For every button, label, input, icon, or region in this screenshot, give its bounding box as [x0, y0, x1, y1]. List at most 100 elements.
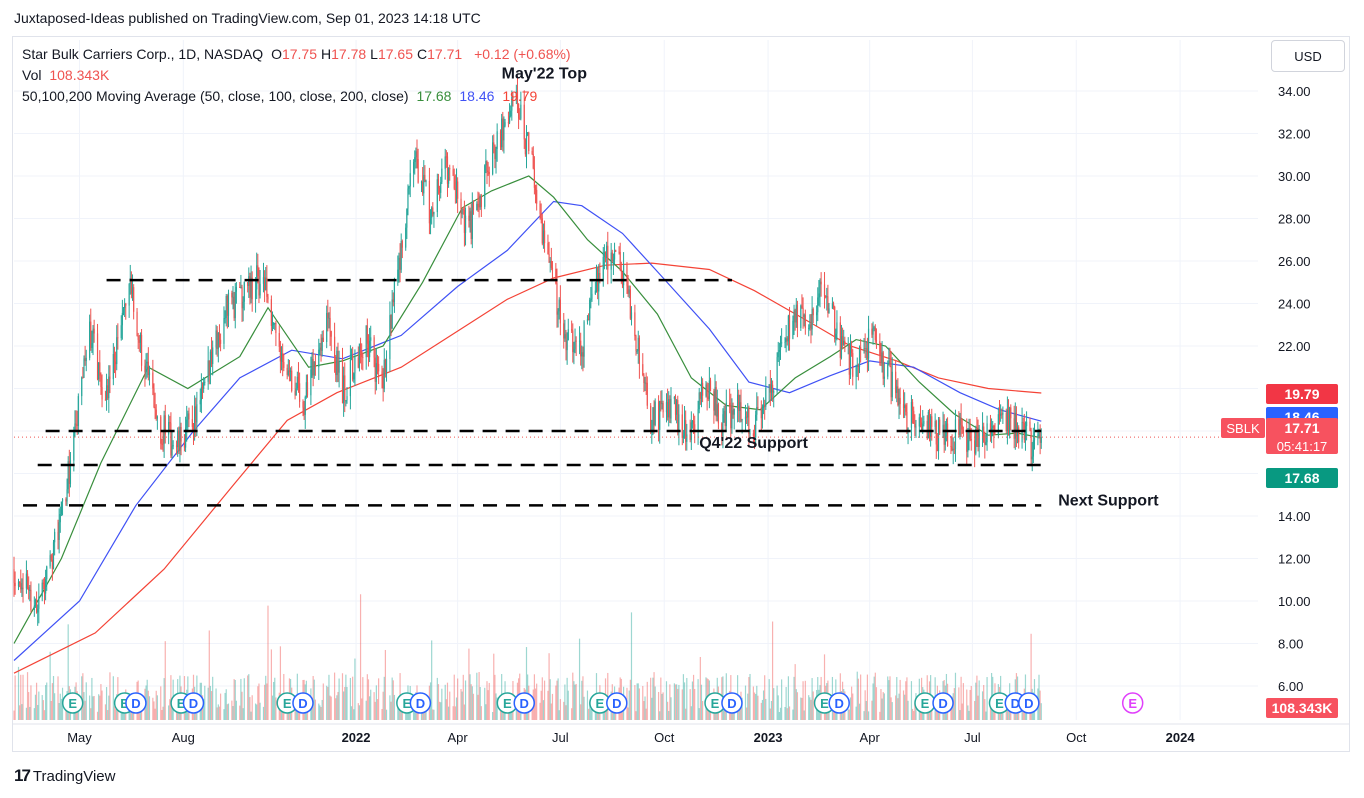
- earnings-marker[interactable]: E: [914, 692, 936, 714]
- volume-bar: [314, 699, 317, 720]
- volume-bar: [913, 710, 915, 720]
- candle: [259, 283, 261, 296]
- volume-bar: [109, 672, 111, 720]
- dividend-marker[interactable]: D: [932, 692, 954, 714]
- x-tick-label: Apr: [448, 730, 469, 745]
- x-tick-label: 2023: [754, 730, 783, 745]
- volume-bar: [555, 685, 557, 720]
- candle: [429, 217, 432, 224]
- candle: [164, 415, 166, 435]
- candle: [856, 365, 858, 367]
- candle: [872, 328, 874, 335]
- candle: [409, 173, 411, 187]
- volume-bar: [35, 682, 38, 720]
- volume-bar: [30, 685, 32, 720]
- candle: [974, 440, 976, 454]
- candle: [794, 310, 796, 323]
- dividend-marker[interactable]: D: [606, 692, 628, 714]
- candle: [581, 352, 583, 357]
- volume-bar: [54, 693, 56, 720]
- dividend-icon: [409, 692, 432, 714]
- candle: [692, 420, 695, 425]
- candle: [998, 414, 1001, 416]
- ma50-value: 17.68: [416, 88, 452, 104]
- volume-bar: [67, 624, 69, 720]
- candle: [717, 404, 720, 424]
- currency-button[interactable]: USD: [1271, 40, 1345, 72]
- candle: [400, 240, 402, 270]
- candle: [89, 321, 91, 358]
- candle: [392, 299, 394, 303]
- candle: [495, 148, 497, 160]
- volume-bar: [856, 671, 858, 720]
- candle: [559, 299, 561, 324]
- volume-bar: [113, 706, 116, 720]
- candle: [358, 343, 361, 368]
- dividend-marker[interactable]: D: [182, 692, 205, 714]
- dividend-marker[interactable]: D: [721, 692, 743, 714]
- candle: [399, 257, 401, 270]
- volume-bar: [392, 680, 394, 720]
- candle: [470, 211, 472, 239]
- candle: [192, 426, 195, 432]
- candle: [615, 250, 617, 252]
- candle: [469, 211, 471, 221]
- event-letter: D: [416, 696, 425, 711]
- dividend-marker[interactable]: D: [513, 692, 535, 714]
- candle: [367, 343, 370, 358]
- volume-bar: [494, 674, 496, 720]
- volume-bar: [219, 693, 222, 720]
- dividend-marker[interactable]: D: [409, 692, 432, 714]
- earnings-marker[interactable]: E: [1121, 692, 1144, 714]
- earnings-marker[interactable]: E: [496, 692, 519, 714]
- event-letter: D: [1011, 696, 1020, 711]
- candle: [823, 284, 826, 297]
- candle: [156, 416, 158, 419]
- candle: [732, 410, 734, 415]
- volume-bar: [321, 699, 323, 720]
- volume-bar: [328, 674, 330, 720]
- volume-bar: [231, 700, 233, 720]
- volume-bar: [954, 672, 957, 720]
- volume-bar: [636, 683, 638, 720]
- candle: [287, 370, 289, 375]
- volume-bar: [796, 692, 799, 720]
- candle: [910, 402, 913, 428]
- ma50-layer: [13, 175, 1042, 644]
- candle: [431, 207, 433, 218]
- candle: [674, 397, 677, 415]
- dividend-marker[interactable]: D: [125, 692, 147, 714]
- candle: [337, 350, 339, 373]
- volume-bar: [875, 687, 878, 720]
- dividend-marker[interactable]: D: [828, 692, 850, 714]
- dividend-marker[interactable]: D: [292, 692, 314, 714]
- volume-bar: [986, 677, 988, 720]
- volume-bar: [21, 704, 23, 720]
- candle: [74, 423, 76, 432]
- dividend-marker[interactable]: D: [1018, 692, 1040, 714]
- volume-bar: [896, 677, 898, 720]
- candle: [847, 344, 849, 346]
- earnings-marker[interactable]: E: [61, 692, 84, 714]
- volume-bar: [162, 706, 164, 720]
- volume-bar: [311, 701, 313, 720]
- volume-bar: [749, 673, 751, 720]
- volume-bar: [773, 688, 775, 720]
- volume-bar: [207, 687, 209, 720]
- volume-bar: [203, 698, 205, 720]
- candle: [722, 414, 724, 437]
- volume-bar: [91, 677, 93, 720]
- volume-bar: [101, 690, 103, 720]
- candle: [335, 358, 337, 376]
- candle: [38, 596, 40, 609]
- candle: [706, 384, 708, 397]
- candle: [58, 522, 60, 540]
- candle: [186, 419, 188, 428]
- candle: [898, 397, 900, 406]
- candle: [330, 331, 332, 337]
- candle: [736, 394, 739, 409]
- tradingview-logo[interactable]: 17 TradingView: [14, 766, 115, 786]
- candle: [516, 91, 519, 104]
- volume-bar: [669, 684, 671, 720]
